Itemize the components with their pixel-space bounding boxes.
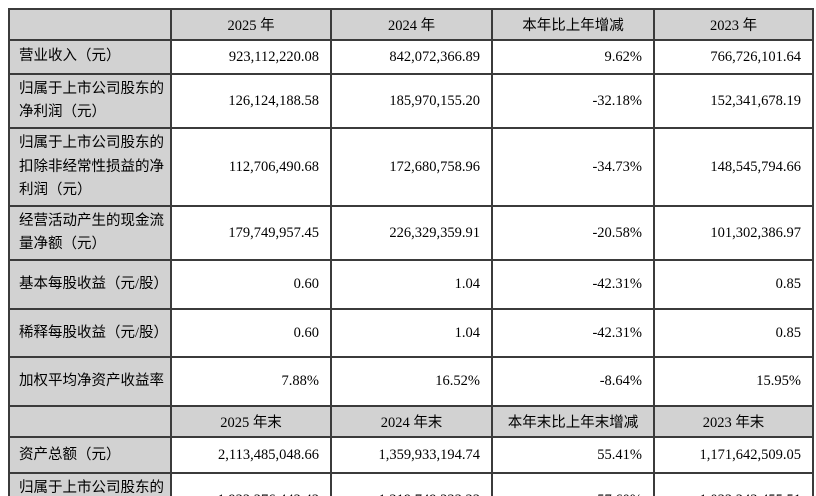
value-cell-change: 55.41% — [491, 436, 655, 475]
annual-header-2024: 2024 年 — [330, 8, 493, 41]
annual-header-change: 本年比上年增减 — [491, 8, 655, 41]
row-label: 归属于上市公司股东的净利润（元） — [8, 72, 172, 130]
value-cell-2023: 152,341,678.19 — [653, 72, 814, 130]
value-cell-change: -42.31% — [491, 259, 655, 311]
value-cell-2023: 1,032,243,455.51 — [653, 472, 814, 496]
table-row-net-assets: 归属于上市公司股东的净资产（元） 1,922,276,442.43 1,219,… — [8, 472, 814, 496]
table-row-net-profit-excl-nonrecurring: 归属于上市公司股东的扣除非经常性损益的净利润（元） 112,706,490.68… — [8, 127, 814, 207]
value-cell-2024: 172,680,758.96 — [330, 127, 493, 207]
value-cell-2024: 1,219,749,233.23 — [330, 472, 493, 496]
value-cell-2023: 148,545,794.66 — [653, 127, 814, 207]
value-cell-2024: 226,329,359.91 — [330, 204, 493, 262]
value-cell-2023: 15.95% — [653, 356, 814, 408]
row-label: 基本每股收益（元/股） — [8, 259, 172, 311]
table-row-total-assets: 资产总额（元） 2,113,485,048.66 1,359,933,194.7… — [8, 436, 814, 475]
value-cell-2023: 0.85 — [653, 259, 814, 311]
yearend-header-2025: 2025 年末 — [170, 405, 332, 439]
value-cell-2025: 923,112,220.08 — [170, 39, 332, 75]
financial-report-page: 2025 年 2024 年 本年比上年增减 2023 年 营业收入（元） 923… — [0, 8, 816, 496]
yearend-header-row: 2025 年末 2024 年末 本年末比上年末增减 2023 年末 — [8, 405, 814, 439]
table-row-operating-cash-flow: 经营活动产生的现金流量净额（元） 179,749,957.45 226,329,… — [8, 204, 814, 262]
value-cell-2024: 16.52% — [330, 356, 493, 408]
yearend-header-2024: 2024 年末 — [330, 405, 493, 439]
table-row-basic-eps: 基本每股收益（元/股） 0.60 1.04 -42.31% 0.85 — [8, 259, 814, 311]
table-row-operating-revenue: 营业收入（元） 923,112,220.08 842,072,366.89 9.… — [8, 39, 814, 75]
row-label: 稀释每股收益（元/股） — [8, 308, 172, 359]
value-cell-2023: 1,171,642,509.05 — [653, 436, 814, 475]
value-cell-2024: 1,359,933,194.74 — [330, 436, 493, 475]
value-cell-2023: 766,726,101.64 — [653, 39, 814, 75]
value-cell-2025: 126,124,188.58 — [170, 72, 332, 130]
yearend-header-change: 本年末比上年末增减 — [491, 405, 655, 439]
yearend-header-2023: 2023 年末 — [653, 405, 814, 439]
row-label: 加权平均净资产收益率 — [8, 356, 172, 408]
value-cell-2023: 101,302,386.97 — [653, 204, 814, 262]
table-row-diluted-eps: 稀释每股收益（元/股） 0.60 1.04 -42.31% 0.85 — [8, 308, 814, 359]
annual-header-blank-cell — [8, 8, 172, 41]
value-cell-change: 9.62% — [491, 39, 655, 75]
row-label: 归属于上市公司股东的扣除非经常性损益的净利润（元） — [8, 127, 172, 207]
table-row-net-profit: 归属于上市公司股东的净利润（元） 126,124,188.58 185,970,… — [8, 72, 814, 130]
annual-header-2023: 2023 年 — [653, 8, 814, 41]
value-cell-change: -20.58% — [491, 204, 655, 262]
value-cell-2025: 0.60 — [170, 259, 332, 311]
value-cell-change: 57.60% — [491, 472, 655, 496]
row-label: 归属于上市公司股东的净资产（元） — [8, 472, 172, 496]
value-cell-2025: 2,113,485,048.66 — [170, 436, 332, 475]
value-cell-change: -32.18% — [491, 72, 655, 130]
annual-header-2025: 2025 年 — [170, 8, 332, 41]
value-cell-2024: 842,072,366.89 — [330, 39, 493, 75]
yearend-header-blank-cell — [8, 405, 172, 439]
table-row-weighted-roe: 加权平均净资产收益率 7.88% 16.52% -8.64% 15.95% — [8, 356, 814, 408]
value-cell-2023: 0.85 — [653, 308, 814, 359]
row-label: 营业收入（元） — [8, 39, 172, 75]
value-cell-2025: 7.88% — [170, 356, 332, 408]
value-cell-change: -42.31% — [491, 308, 655, 359]
financial-summary-table: 2025 年 2024 年 本年比上年增减 2023 年 营业收入（元） 923… — [8, 8, 814, 496]
value-cell-2024: 1.04 — [330, 308, 493, 359]
value-cell-change: -34.73% — [491, 127, 655, 207]
value-cell-2025: 112,706,490.68 — [170, 127, 332, 207]
row-label: 经营活动产生的现金流量净额（元） — [8, 204, 172, 262]
value-cell-2025: 1,922,276,442.43 — [170, 472, 332, 496]
annual-header-row: 2025 年 2024 年 本年比上年增减 2023 年 — [8, 8, 814, 41]
value-cell-2024: 185,970,155.20 — [330, 72, 493, 130]
row-label: 资产总额（元） — [8, 436, 172, 475]
value-cell-2024: 1.04 — [330, 259, 493, 311]
value-cell-2025: 0.60 — [170, 308, 332, 359]
value-cell-change: -8.64% — [491, 356, 655, 408]
value-cell-2025: 179,749,957.45 — [170, 204, 332, 262]
